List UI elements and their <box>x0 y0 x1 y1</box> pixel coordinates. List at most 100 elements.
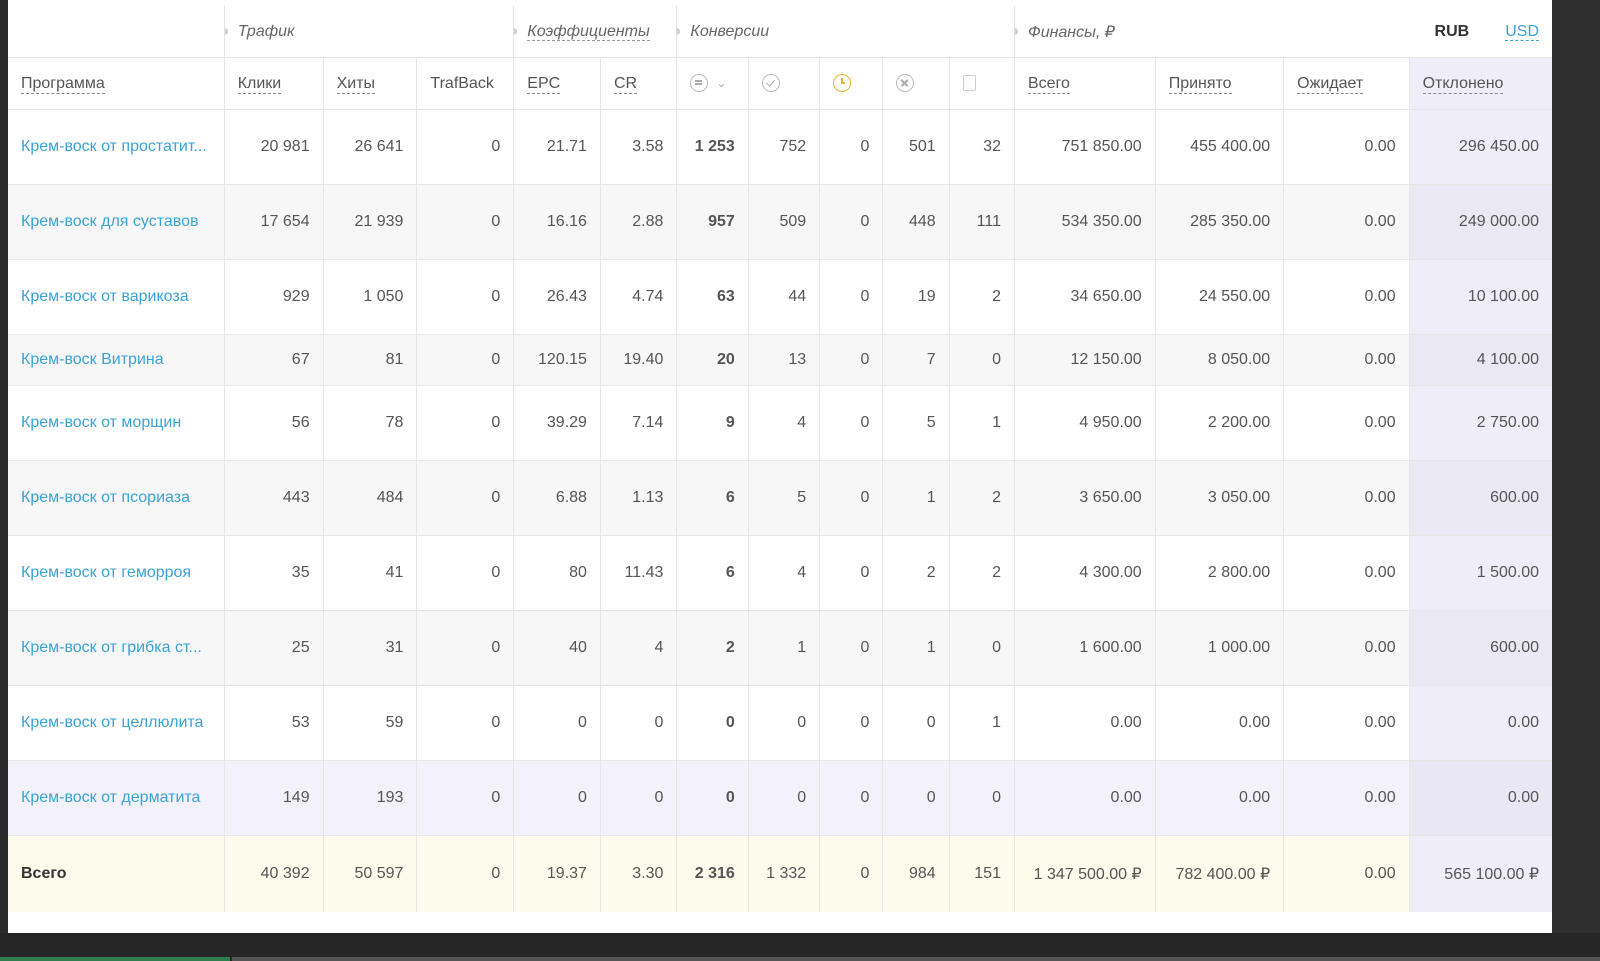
cell-hits: 81 <box>322 334 417 386</box>
cell-conv-all[interactable]: 2 <box>676 610 749 686</box>
cell-conv-rejected[interactable]: 1 <box>882 610 950 686</box>
program-link[interactable]: Крем-воск от целлюлита <box>8 685 225 761</box>
cell-trafback: 0 <box>416 109 514 185</box>
cell-conv-accepted[interactable]: 4 <box>747 385 820 461</box>
cell-fin-accepted: 1 000.00 <box>1154 610 1284 686</box>
cell-conv-all[interactable]: 6 <box>676 535 749 611</box>
total-conv-all[interactable]: 2 316 <box>676 835 749 912</box>
cell-fin-rejected: 600.00 <box>1408 460 1552 536</box>
col-conv-all[interactable]: ⌄ <box>676 57 749 110</box>
cell-fin-rejected: 4 100.00 <box>1408 334 1552 386</box>
cell-cr: 4.74 <box>599 259 677 335</box>
cell-epc: 120.15 <box>513 334 601 386</box>
totals-row: Всего 40 392 50 597 0 19.37 3.30 2 316 1… <box>8 835 1552 912</box>
program-link[interactable]: Крем-воск от простатит... <box>8 109 225 185</box>
col-conv-rejected[interactable] <box>882 57 950 110</box>
cell-clicks: 20 981 <box>223 109 324 185</box>
program-link[interactable]: Крем-воск от грибка ст... <box>8 610 225 686</box>
cell-conv-pending: 0 <box>819 259 883 335</box>
cell-conv-accepted[interactable]: 13 <box>747 334 820 386</box>
col-hits[interactable]: Хиты <box>322 57 417 110</box>
cell-conv-accepted[interactable]: 1 <box>747 610 820 686</box>
total-fin-rejected: 565 100.00 ₽ <box>1408 835 1552 912</box>
cell-conv-rejected: 0 <box>882 685 950 761</box>
cell-conv-accepted[interactable]: 509 <box>747 184 820 260</box>
total-conv-rejected[interactable]: 984 <box>882 835 950 912</box>
cell-trafback: 0 <box>416 610 514 686</box>
cell-fin-accepted: 8 050.00 <box>1154 334 1284 386</box>
total-conv-accepted[interactable]: 1 332 <box>747 835 820 912</box>
cell-conv-accepted: 0 <box>747 760 820 836</box>
total-epc: 19.37 <box>513 835 601 912</box>
cell-conv-all[interactable]: 957 <box>676 184 749 260</box>
cell-conv-rejected[interactable]: 448 <box>882 184 950 260</box>
cell-fin-pending: 0.00 <box>1283 610 1410 686</box>
cell-conv-all[interactable]: 20 <box>676 334 749 386</box>
group-conversions: Конверсии <box>676 6 1015 58</box>
cell-conv-all[interactable]: 63 <box>676 259 749 335</box>
currency-switch: RUB USD <box>1284 6 1552 58</box>
currency-rub[interactable]: RUB <box>1434 22 1470 40</box>
clock-icon <box>833 74 852 93</box>
chevron-down-icon[interactable]: ⌄ <box>716 76 727 91</box>
program-link[interactable]: Крем-воск от дерматита <box>8 760 225 836</box>
program-link[interactable]: Крем-воск от геморроя <box>8 535 225 611</box>
col-conv-accepted[interactable] <box>747 57 820 110</box>
cell-conv-accepted[interactable]: 44 <box>747 259 820 335</box>
cell-fin-pending: 0.00 <box>1283 760 1410 836</box>
group-header-row: Трафик Коэффициенты Конверсии Финансы, ₽… <box>8 6 1552 58</box>
program-link[interactable]: Крем-воск для суставов <box>8 184 225 260</box>
table-row: Крем-воск от целлюлита 53 59 0 0 0 0 0 0… <box>8 685 1552 761</box>
cell-conv-rejected[interactable]: 501 <box>882 109 950 185</box>
cell-conv-accepted[interactable]: 5 <box>747 460 820 536</box>
program-link[interactable]: Крем-воск Витрина <box>8 334 225 386</box>
cell-epc: 39.29 <box>513 385 601 461</box>
cell-hits: 78 <box>322 385 417 461</box>
cell-conv-all[interactable]: 1 253 <box>676 109 749 185</box>
cell-conv-trash: 111 <box>948 184 1015 260</box>
col-program[interactable]: Программа <box>8 57 225 110</box>
cell-clicks: 25 <box>223 610 324 686</box>
group-empty <box>8 6 224 58</box>
cell-conv-rejected[interactable]: 19 <box>882 259 950 335</box>
cell-fin-total: 534 350.00 <box>1013 184 1156 260</box>
col-fin-accepted[interactable]: Принято <box>1154 57 1284 110</box>
cell-hits: 26 641 <box>322 109 417 185</box>
cell-conv-all[interactable]: 6 <box>676 460 749 536</box>
cell-conv-rejected: 0 <box>882 760 950 836</box>
program-link[interactable]: Крем-воск от варикоза <box>8 259 225 335</box>
program-link[interactable]: Крем-воск от псориаза <box>8 460 225 536</box>
cell-fin-accepted: 3 050.00 <box>1154 460 1284 536</box>
col-clicks[interactable]: Клики <box>223 57 324 110</box>
cell-fin-total: 0.00 <box>1013 760 1156 836</box>
cell-hits: 193 <box>322 760 417 836</box>
col-fin-pending[interactable]: Ожидает <box>1283 57 1410 110</box>
col-conv-pending[interactable] <box>819 57 883 110</box>
cell-conv-rejected[interactable]: 1 <box>882 460 950 536</box>
cell-fin-accepted: 0.00 <box>1154 685 1284 761</box>
total-trafback: 0 <box>416 835 514 912</box>
cell-fin-rejected: 600.00 <box>1408 610 1552 686</box>
col-epc[interactable]: EPC <box>513 57 601 110</box>
cell-conv-accepted[interactable]: 4 <box>747 535 820 611</box>
cell-conv-trash: 2 <box>948 259 1015 335</box>
col-fin-rejected[interactable]: Отклонено <box>1408 57 1552 110</box>
currency-usd[interactable]: USD <box>1505 22 1539 41</box>
cell-conv-pending: 0 <box>819 760 883 836</box>
cell-conv-rejected[interactable]: 7 <box>882 334 950 386</box>
cell-fin-rejected: 10 100.00 <box>1408 259 1552 335</box>
total-fin-total: 1 347 500.00 ₽ <box>1013 835 1156 912</box>
cell-conv-rejected[interactable]: 5 <box>882 385 950 461</box>
cell-conv-rejected[interactable]: 2 <box>882 535 950 611</box>
group-coefficients[interactable]: Коэффициенты <box>513 6 677 58</box>
cell-conv-all[interactable]: 9 <box>676 385 749 461</box>
col-conv-trash[interactable] <box>948 57 1015 110</box>
cell-conv-pending: 0 <box>819 685 883 761</box>
col-cr[interactable]: CR <box>599 57 677 110</box>
cell-conv-accepted[interactable]: 752 <box>747 109 820 185</box>
table-row: Крем-воск от простатит... 20 981 26 641 … <box>8 109 1552 185</box>
cell-epc: 26.43 <box>513 259 601 335</box>
col-fin-total[interactable]: Всего <box>1013 57 1156 110</box>
cell-fin-accepted: 285 350.00 <box>1154 184 1284 260</box>
program-link[interactable]: Крем-воск от морщин <box>8 385 225 461</box>
